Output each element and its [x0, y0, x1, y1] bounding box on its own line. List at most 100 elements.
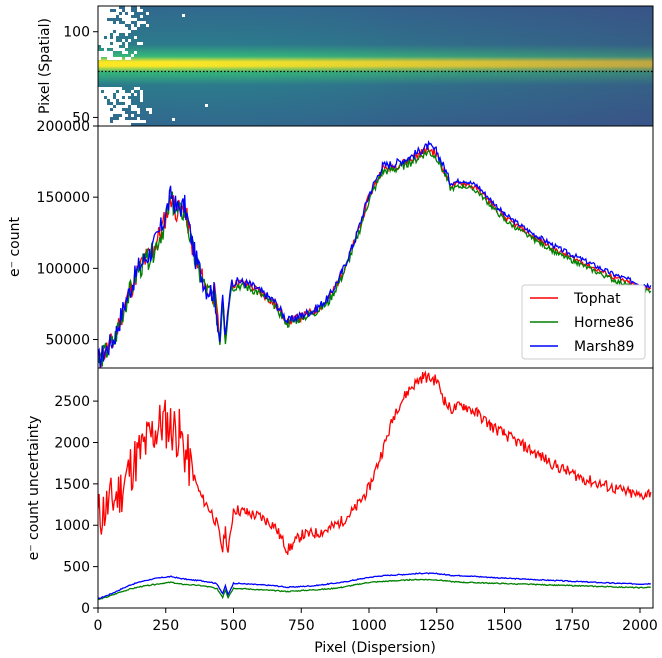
masked-pixel [101, 36, 104, 39]
masked-pixel [116, 42, 119, 45]
masked-pixel [119, 48, 122, 51]
masked-pixel [101, 93, 104, 96]
masked-pixel [182, 14, 185, 17]
masked-pixel [104, 123, 107, 126]
counts-series-group [98, 140, 652, 368]
masked-pixel [116, 30, 119, 33]
masked-pixel [128, 12, 131, 15]
masked-pixel [98, 39, 101, 42]
masked-pixel [113, 24, 116, 27]
masked-pixel [125, 93, 128, 96]
masked-pixel [140, 42, 143, 45]
masked-pixel [101, 9, 104, 12]
masked-pixel [119, 105, 122, 108]
masked-pixel [101, 105, 104, 108]
counts-y-tick-label: 200000 [37, 119, 90, 135]
masked-pixel [107, 96, 110, 99]
masked-pixel [128, 9, 131, 12]
masked-pixel [119, 9, 122, 12]
masked-pixel [125, 27, 128, 30]
masked-pixel [107, 108, 110, 111]
masked-pixel [113, 12, 116, 15]
masked-pixel [116, 123, 119, 126]
masked-pixel [110, 87, 113, 90]
x-axis-label: Pixel (Dispersion) [314, 640, 436, 656]
masked-pixel [122, 51, 125, 54]
masked-pixel [119, 42, 122, 45]
masked-pixel [101, 96, 104, 99]
uncertainty-panel-frame [97, 367, 654, 609]
masked-pixel [119, 87, 122, 90]
masked-pixel [128, 15, 131, 18]
spatial-y-tick-label: 50 [72, 110, 90, 126]
masked-pixel [205, 104, 208, 107]
spatial-ylabel: Pixel (Spatial) [37, 18, 53, 114]
masked-pixel [131, 12, 134, 15]
masked-pixel [104, 54, 107, 57]
masked-pixel [104, 33, 107, 36]
masked-pixel [116, 33, 119, 36]
masked-pixel [125, 9, 128, 12]
masked-pixel [140, 15, 143, 18]
masked-pixel [104, 105, 107, 108]
masked-pixel [98, 99, 101, 102]
masked-pixel [104, 15, 107, 18]
masked-pixel [107, 27, 110, 30]
masked-pixel [101, 12, 104, 15]
masked-pixel [113, 120, 116, 123]
masked-pixel [110, 12, 113, 15]
masked-pixel [137, 24, 140, 27]
masked-pixel [104, 90, 107, 93]
masked-pixel [134, 27, 137, 30]
masked-pixel [110, 96, 113, 99]
uncertainty-series-marsh89 [98, 572, 652, 600]
masked-pixel [122, 117, 125, 120]
masked-pixel [107, 21, 110, 24]
masked-pixel [110, 90, 113, 93]
x-tick-label: 500 [220, 618, 247, 634]
masked-pixel [110, 51, 113, 54]
masked-pixel [98, 108, 101, 111]
masked-pixel [110, 6, 113, 9]
masked-pixel [131, 108, 134, 111]
masked-pixel [98, 24, 101, 27]
masked-pixel [113, 99, 116, 102]
masked-pixel [131, 24, 134, 27]
masked-pixel [98, 6, 101, 9]
masked-pixel [110, 111, 113, 114]
masked-pixel [122, 93, 125, 96]
masked-pixel [116, 12, 119, 15]
masked-pixel [101, 39, 104, 42]
spectrum-fade [98, 6, 653, 126]
masked-pixel [134, 120, 137, 123]
masked-pixel [98, 120, 101, 123]
masked-pixel [101, 108, 104, 111]
masked-pixel [113, 15, 116, 18]
masked-pixel [149, 108, 152, 111]
uncertainty-y-ticks: 0 500 1000 1500 2000 2500 [54, 394, 98, 617]
masked-pixel [110, 15, 113, 18]
masked-pixel [116, 24, 119, 27]
masked-pixel [116, 6, 119, 9]
masked-pixel [98, 123, 101, 126]
masked-pixel [113, 57, 116, 60]
masked-pixel [107, 117, 110, 120]
masked-pixel [113, 33, 116, 36]
masked-pixel [122, 27, 125, 30]
masked-pixel [140, 90, 143, 93]
masked-pixel [113, 111, 116, 114]
masked-pixel [131, 90, 134, 93]
masked-pixel [101, 42, 104, 45]
masked-pixel [104, 42, 107, 45]
legend-label-horne86: Horne86 [574, 315, 634, 331]
masked-pixel [107, 120, 110, 123]
masked-pixel [143, 120, 146, 123]
masked-pixel [104, 27, 107, 30]
masked-pixel [110, 114, 113, 117]
masked-pixel [128, 123, 131, 126]
masked-pixel [104, 99, 107, 102]
masked-pixel [98, 102, 101, 105]
masked-pixel [113, 90, 116, 93]
masked-pixel [107, 24, 110, 27]
masked-pixel [101, 21, 104, 24]
